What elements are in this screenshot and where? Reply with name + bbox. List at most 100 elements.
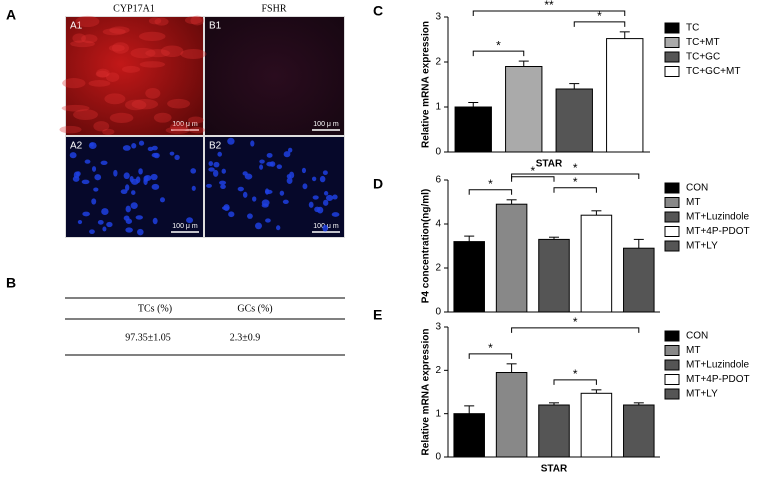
cell [160, 45, 184, 58]
y-tick-label: 6 [435, 175, 441, 186]
legend-label: CON [686, 183, 708, 194]
nucleus [247, 213, 253, 219]
significance-label: * [597, 9, 602, 23]
micrograph [66, 17, 203, 135]
legend-label: CON [686, 331, 708, 342]
nucleus [213, 161, 220, 168]
table-cell: 2.3±0.9 [230, 332, 261, 343]
table-cell: 97.35±1.05 [125, 332, 171, 343]
nucleus [250, 140, 255, 147]
nucleus [217, 151, 222, 157]
legend-swatch [664, 182, 680, 194]
nucleus [322, 224, 328, 232]
column-title: FSHR [261, 3, 286, 14]
significance-bracket [573, 21, 626, 27]
legend-label: MT+LY [686, 241, 718, 252]
nucleus [288, 171, 295, 179]
nucleus [312, 195, 319, 200]
cell [184, 16, 203, 25]
nucleus [191, 185, 196, 191]
cell [88, 79, 111, 87]
nucleus [325, 194, 334, 202]
bar [606, 38, 644, 153]
micrograph [205, 17, 344, 135]
panel-label: E [373, 307, 382, 323]
y-tick-label: 0 [435, 452, 441, 463]
y-tick-label: 3 [435, 12, 441, 23]
cell [73, 109, 98, 121]
nucleus [91, 198, 97, 205]
x-axis-label: STAR [541, 464, 568, 475]
significance-label: * [573, 315, 578, 329]
y-tick-label: 2 [435, 263, 441, 274]
nucleus [286, 177, 293, 184]
nucleus [302, 183, 308, 190]
bar [623, 247, 655, 313]
nucleus [219, 180, 227, 185]
cell [95, 70, 109, 78]
nucleus [135, 215, 143, 220]
panel-label: D [373, 176, 383, 192]
nucleus [151, 145, 158, 151]
tile-label: A1 [70, 21, 83, 32]
cell [70, 40, 95, 48]
nucleus [131, 143, 137, 149]
cell [138, 31, 166, 41]
nucleus [84, 159, 91, 164]
nucleus [125, 184, 130, 191]
nucleus [89, 229, 95, 235]
bar [580, 214, 613, 313]
nucleus [266, 152, 273, 158]
cell [121, 65, 141, 73]
legend-label: TC [686, 23, 699, 34]
nucleus [186, 217, 194, 224]
nucleus [206, 183, 212, 188]
legend-label: TC+GC [686, 52, 720, 63]
nucleus [212, 169, 219, 177]
nucleus [73, 171, 80, 179]
significance-bracket [468, 353, 513, 359]
nucleus [123, 172, 130, 180]
nucleus [93, 187, 99, 192]
significance-bracket [511, 327, 640, 333]
legend-label: MT+Luzindole [686, 360, 750, 371]
cell [102, 128, 115, 135]
scale-label: 100 μ m [172, 223, 198, 230]
nucleus [138, 140, 145, 146]
nucleus [101, 208, 109, 215]
legend-label: MT [686, 345, 700, 356]
nucleus [113, 169, 118, 177]
cell [111, 42, 129, 54]
nucleus [223, 204, 230, 212]
cell [167, 98, 191, 109]
cell [145, 49, 170, 58]
nucleus [322, 199, 329, 206]
nucleus [125, 218, 133, 224]
nucleus [89, 142, 94, 147]
tile-label: B2 [209, 141, 222, 152]
cell [124, 99, 147, 111]
significance-bracket [472, 50, 525, 57]
cell [153, 112, 172, 123]
legend-label: MT+LY [686, 389, 718, 400]
nucleus [125, 205, 131, 213]
y-tick-label: 4 [435, 219, 441, 230]
cell [96, 68, 110, 78]
cell [190, 15, 205, 26]
nucleus [301, 167, 307, 174]
nucleus [220, 184, 226, 190]
significance-bracket [553, 379, 597, 385]
bar [555, 88, 593, 153]
micrograph [205, 137, 344, 237]
panel-label: C [373, 3, 383, 19]
legend-swatch [664, 345, 680, 356]
significance-bracket [511, 176, 555, 182]
bar [495, 372, 528, 458]
cell [62, 78, 86, 89]
nucleus [237, 186, 244, 192]
nucleus [120, 189, 128, 195]
legend-label: MT [686, 197, 700, 208]
y-tick-label: 3 [435, 322, 441, 333]
nucleus [82, 211, 90, 217]
